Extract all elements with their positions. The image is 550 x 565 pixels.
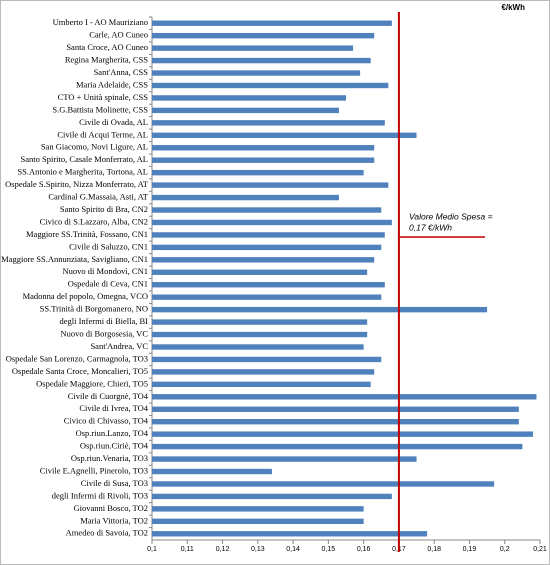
y-tick-label: Maggiore SS.Annunziata, Savigliano, CN1 [1,254,148,264]
bar [152,169,364,176]
x-tick-label: 0,13 [251,546,265,553]
bar [152,145,375,151]
x-tick-label: 0,21 [533,546,547,553]
y-tick-label: Santa Croce, AO Cuneo [66,42,148,52]
bar [152,82,389,89]
bar [152,443,523,450]
bar [152,107,339,114]
y-tick-label: Nuovo di Mondovì, CN1 [63,266,148,276]
y-tick-label: Civile di Saluzzo, CN1 [69,241,148,251]
bar [152,207,382,213]
bar [152,257,375,263]
x-tick-label: 0,11 [181,546,194,553]
bar [152,70,361,76]
bar [152,132,417,138]
y-tick-label: Maria Vittoria, TO2 [80,515,148,525]
y-tick-label: Carle, AO Cuneo [89,30,148,40]
bar [152,32,375,39]
x-tick-label: 0,1 [147,546,157,553]
bar [152,306,488,313]
y-tick-label: Civile di Cuorgnè, TO4 [68,391,149,401]
bar [152,531,428,537]
bar [152,344,364,350]
y-tick-label: San Giacomo, Novi Ligure, AL [41,142,148,152]
bar [152,406,519,412]
y-tick-label: Civile di Ivrea, TO4 [79,403,148,413]
y-tick-label: degli Infermi di Rivoli, TO3 [52,490,148,500]
x-tick-label: 0,14 [286,546,300,553]
bar [152,369,375,375]
y-tick-label: Regina Margherita, CSS [65,55,148,65]
bar [152,45,354,51]
x-tick-label: 0,15 [322,546,336,553]
y-tick-label: Civile di Ovada, AL [79,117,148,127]
bar [152,269,368,275]
unit-label: €/kWh [501,3,525,12]
annotation: Valore Medio Spesa = [409,211,493,221]
y-tick-label: Ospedale S.Spirito, Nizza Monferrato, AT [5,179,149,189]
y-tick-label: Giovanni Bosco, TO2 [73,503,148,513]
bar [152,518,364,525]
bar [152,356,382,363]
y-tick-label: Madonna del popolo, Omegna, VCO [23,291,148,301]
bar [152,194,339,201]
x-tick-label: 0,2 [500,546,510,553]
y-tick-label: Osp.riun.Lanzo, TO4 [76,428,149,438]
y-tick-label: CTO + Unità spinale, CSS [58,92,149,102]
bar [152,506,364,512]
x-tick-label: 0,18 [427,546,441,553]
y-tick-label: S.G.Battista Molinette, CSS [52,104,148,114]
y-tick-label: SS.Antonio e Margherita, Tortona, AL [17,167,148,177]
y-tick-label: Ospedale Maggiore, Chieri, TO5 [36,378,148,388]
y-tick-label: Civile di Acqui Terme, AL [57,129,148,139]
bar [152,282,385,288]
y-tick-label: Amedeo di Savoia, TO2 [66,528,148,538]
y-tick-label: Nuovo di Borgosesia, VC [60,328,148,338]
bar [152,95,346,101]
y-tick-label: Civile di Susa, TO3 [81,478,148,488]
bar [152,468,272,475]
y-tick-label: SS.Trinità di Borgomanero, NO [40,304,148,314]
bar [152,319,368,325]
bar [152,232,385,238]
bar [152,120,385,126]
y-tick-label: Osp.riun.Ciriè, TO4 [80,441,149,451]
y-tick-label: Sant'Anna, CSS [94,67,149,77]
x-tick-label: 0,19 [463,546,477,553]
y-tick-label: Umberto I - AO Mauriziano [53,17,148,27]
bar [152,493,392,500]
y-tick-label: Cardinal G.Massaia, Asti, AT [48,192,148,202]
bar [152,381,371,388]
bar [152,419,519,425]
y-tick-label: Sant'Andrea, VC [90,341,148,351]
y-tick-label: Santo Spirito di Bra, CN2 [60,204,148,214]
bar [152,182,389,188]
bar [152,157,375,163]
y-tick-label: Civico di S.Lazzaro, Alba, CN2 [40,216,148,226]
annotation: 0,17 €/kWh [409,222,452,232]
y-tick-label: Ospedale di Ceva, CN1 [68,279,148,289]
y-tick-label: Osp.riun.Venaria, TO3 [71,453,148,463]
x-tick-label: 0,12 [216,546,230,553]
y-tick-label: Ospedale San Lorenzo, Carmagnola, TO3 [6,353,148,363]
bar [152,20,392,26]
y-tick-label: Santo Spirito, Casale Monferrato, AL [21,154,148,164]
x-tick-label: 0,16 [357,546,371,553]
bar [152,431,533,437]
bar [152,456,417,462]
bar [152,57,371,64]
bar [152,481,495,487]
bar [152,219,392,226]
bar [152,331,368,338]
bar [152,294,382,300]
y-tick-label: Maria Adelaide, CSS [76,79,148,89]
y-tick-label: Civico di Chivasso, TO4 [64,416,149,426]
y-tick-label: Maggiore SS.Trinità, Fossano, CN1 [26,229,148,239]
y-tick-label: degli Infermi di Biella, BI [59,316,148,326]
y-tick-label: Civile E.Agnelli, Pinerolo, TO3 [40,465,148,475]
bar [152,244,382,251]
bar [152,394,537,400]
y-tick-label: Ospedale Santa Croce, Moncalieri, TO5 [12,366,148,376]
